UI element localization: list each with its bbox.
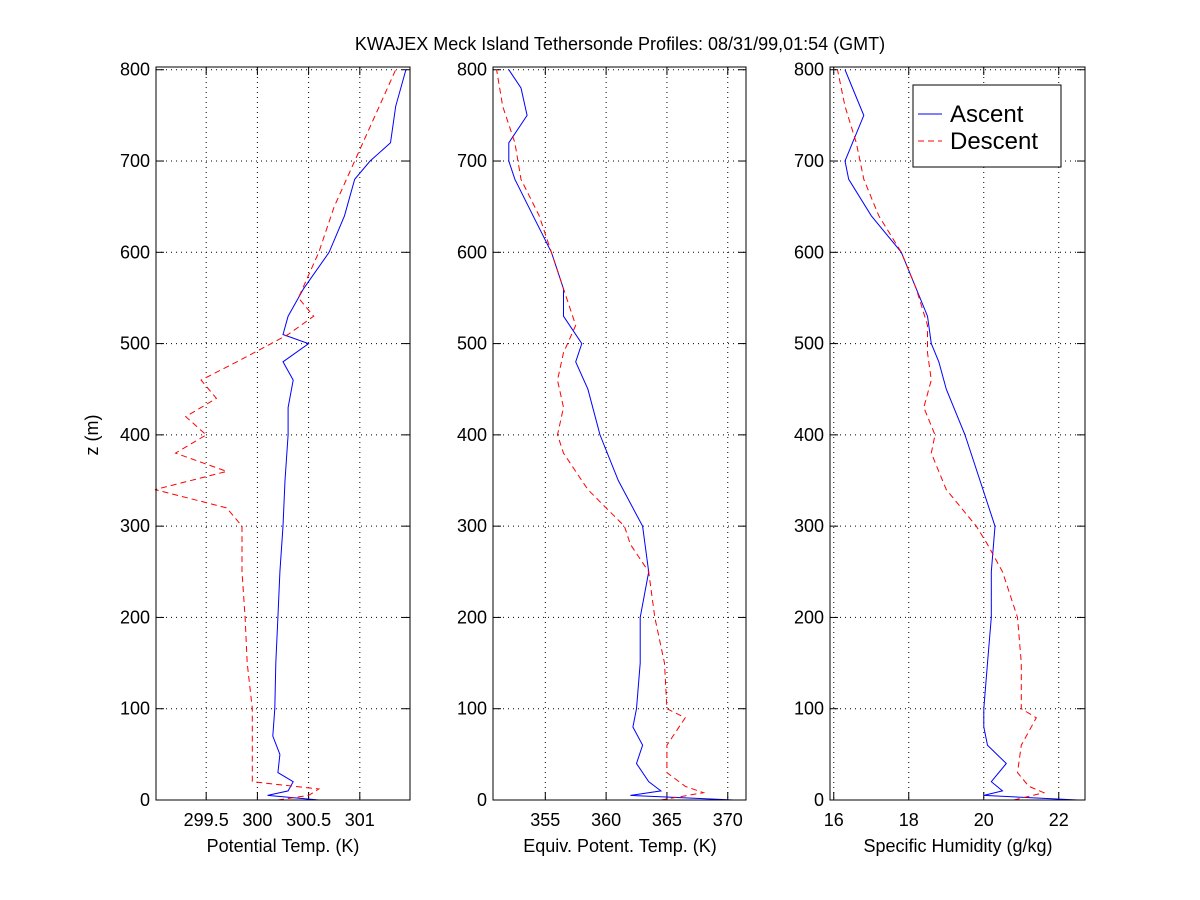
y-tick-label: 0 [814, 790, 824, 810]
y-tick-label: 100 [457, 699, 487, 719]
y-tick-label: 400 [457, 425, 487, 445]
y-tick-label: 200 [120, 607, 150, 627]
y-tick-label: 600 [457, 242, 487, 262]
y-tick-label: 100 [794, 699, 824, 719]
panel-equiv-potent-temp: 0 100 200 300 400 500 600 700 800 355 360 365 370 Eq… [457, 60, 747, 856]
axes-frame-specific-humidity [829, 66, 1086, 801]
y-tick-label: 600 [794, 242, 824, 262]
legend-box [912, 84, 1062, 168]
series-ascent-potential-temp [267, 69, 407, 801]
series-descent-specific-humidity [837, 69, 1046, 801]
y-tick-label: 700 [457, 151, 487, 171]
y-tick-label: 400 [794, 425, 824, 445]
y-tick-label: 100 [120, 699, 150, 719]
y-tick-label: 500 [120, 334, 150, 354]
x-tick-label: 300 [242, 810, 272, 830]
legend-ascent-label: Ascent [950, 101, 1024, 128]
panel-specific-humidity: 0 100 200 300 400 500 600 700 800 16 18 20 22 Specif… [794, 60, 1086, 856]
series-descent-equiv-potent-temp [496, 69, 706, 801]
y-tick-label: 300 [457, 516, 487, 536]
x-axis-label-specific-humidity: Specific Humidity (g/kg) [863, 836, 1052, 856]
x-tick-label: 300.5 [286, 810, 331, 830]
series-ascent-specific-humidity [844, 69, 1078, 801]
x-tick-label: 18 [899, 810, 919, 830]
axes-frame-potential-temp [155, 66, 411, 801]
x-tick-label: 365 [652, 810, 682, 830]
y-tick-label: 500 [457, 334, 487, 354]
x-tick-label: 355 [530, 810, 560, 830]
plot-area-specific-humidity [830, 67, 1085, 800]
y-axis-label: z (m) [82, 415, 102, 456]
x-tick-label: 370 [713, 810, 743, 830]
y-tick-label: 800 [457, 60, 487, 80]
y-tick-label: 200 [794, 607, 824, 627]
y-tick-label: 300 [794, 516, 824, 536]
y-tick-label: 300 [120, 516, 150, 536]
y-tick-label: 0 [140, 790, 150, 810]
x-axis-label-equiv-potent-temp: Equiv. Potent. Temp. (K) [523, 836, 716, 856]
series-ascent-equiv-potent-temp [508, 69, 734, 801]
y-tick-label: 800 [794, 60, 824, 80]
plot-area-potential-temp [156, 67, 410, 800]
plot-area-equiv-potent-temp [493, 67, 746, 800]
x-tick-label: 22 [1049, 810, 1069, 830]
x-tick-label: 16 [824, 810, 844, 830]
y-tick-label: 700 [794, 151, 824, 171]
y-tick-label: 0 [477, 790, 487, 810]
chart-title: KWAJEX Meck Island Tethersonde Profiles:… [355, 34, 885, 54]
x-tick-label: 20 [974, 810, 994, 830]
x-tick-label: 299.5 [184, 810, 229, 830]
legend: Ascent Descent [912, 84, 1062, 168]
y-tick-label: 700 [120, 151, 150, 171]
x-tick-label: 301 [345, 810, 375, 830]
panel-potential-temp: 0 100 200 300 400 500 600 700 800 299.5 300 300.5 30… [120, 60, 411, 856]
y-tick-label: 600 [120, 242, 150, 262]
y-tick-label: 400 [120, 425, 150, 445]
y-tick-label: 500 [794, 334, 824, 354]
x-tick-label: 360 [591, 810, 621, 830]
y-tick-label: 200 [457, 607, 487, 627]
y-tick-label: 800 [120, 60, 150, 80]
x-axis-label-potential-temp: Potential Temp. (K) [207, 836, 360, 856]
series-descent-potential-temp [154, 69, 397, 801]
axes-frame-equiv-potent-temp [492, 66, 747, 801]
legend-descent-label: Descent [950, 128, 1038, 155]
